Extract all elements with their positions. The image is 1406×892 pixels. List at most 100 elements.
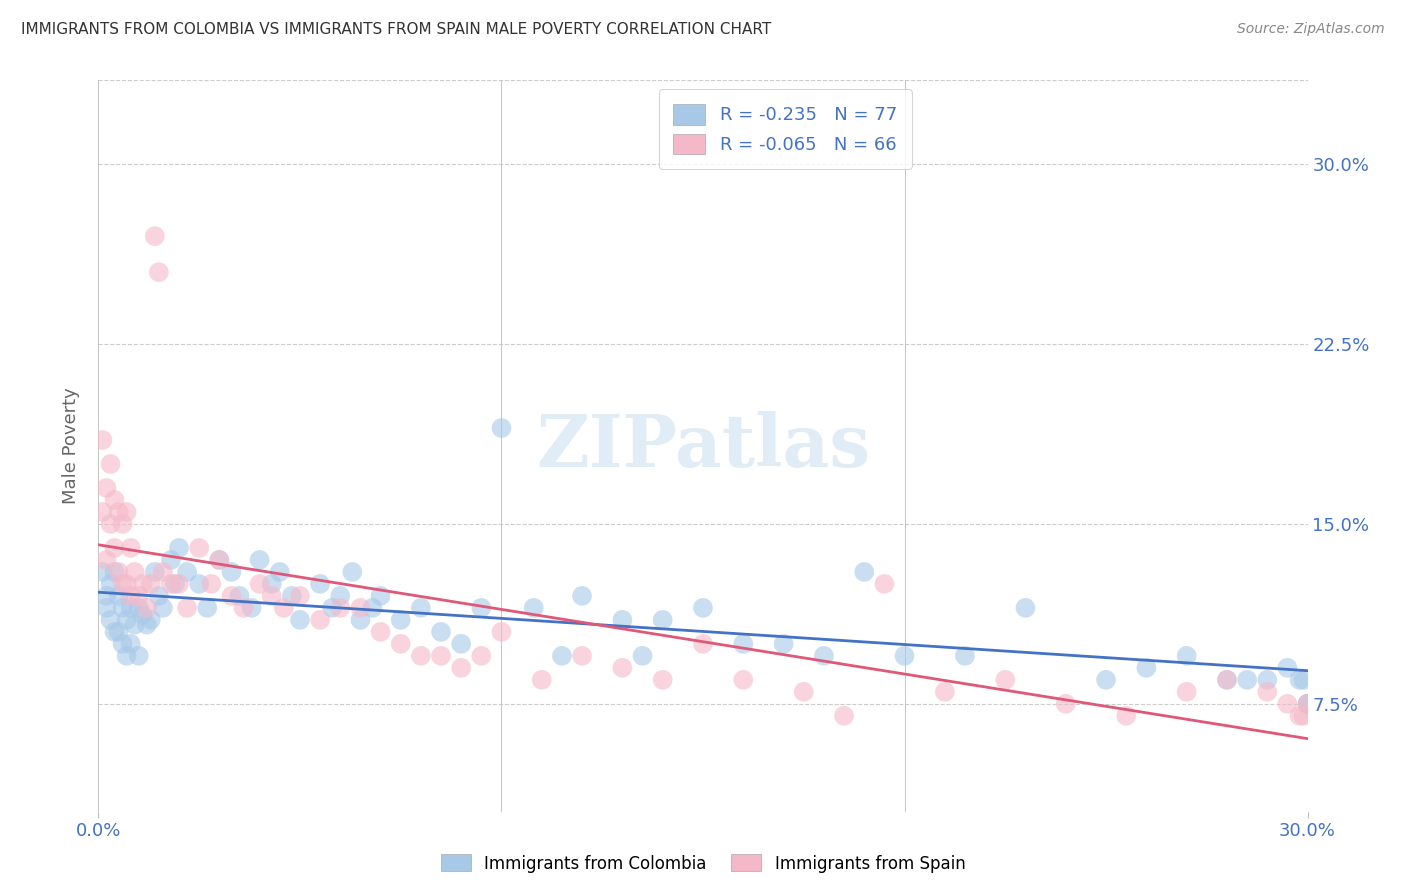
Point [160,553,183,567]
Point [107,565,129,579]
Point [450,637,472,651]
Point [249,577,271,591]
Point [188,577,211,591]
Point [269,565,291,579]
Point [523,600,546,615]
Point [612,661,634,675]
Point [128,648,150,663]
Point [288,613,311,627]
Point [139,577,162,591]
Point [1292,708,1315,723]
Point [342,565,364,579]
Point [772,637,794,651]
Point [163,577,186,591]
Point [195,600,218,615]
Point [329,589,352,603]
Text: Source: ZipAtlas.com: Source: ZipAtlas.com [1237,22,1385,37]
Point [221,589,243,603]
Point [115,613,138,627]
Point [115,505,138,519]
Point [96,481,118,495]
Point [96,553,118,567]
Point [160,577,183,591]
Point [176,565,198,579]
Point [1216,673,1239,687]
Point [349,613,371,627]
Point [143,229,166,244]
Point [389,637,412,651]
Point [571,648,593,663]
Point [260,577,283,591]
Point [232,600,254,615]
Point [221,565,243,579]
Point [934,685,956,699]
Point [832,708,855,723]
Point [1236,673,1258,687]
Point [120,637,142,651]
Point [111,516,134,531]
Point [470,648,492,663]
Point [651,673,673,687]
Point [111,637,134,651]
Point [1296,697,1319,711]
Point [100,577,122,591]
Point [249,553,271,567]
Point [813,648,835,663]
Point [103,565,125,579]
Point [893,648,915,663]
Point [1256,673,1278,687]
Point [551,648,574,663]
Point [100,457,122,471]
Point [953,648,976,663]
Point [135,617,157,632]
Point [111,577,134,591]
Point [651,613,673,627]
Point [733,637,755,651]
Point [91,433,114,447]
Point [167,541,190,555]
Point [491,624,513,639]
Point [91,505,114,519]
Point [200,577,222,591]
Point [873,577,896,591]
Point [1296,697,1319,711]
Point [152,600,174,615]
Point [450,661,472,675]
Point [793,685,815,699]
Point [1175,685,1198,699]
Point [692,600,714,615]
Point [288,589,311,603]
Y-axis label: Male Poverty: Male Poverty [62,388,80,504]
Point [103,492,125,507]
Point [132,608,155,623]
Point [349,600,371,615]
Point [115,577,138,591]
Point [853,565,876,579]
Point [100,516,122,531]
Point [103,624,125,639]
Point [120,589,142,603]
Point [409,648,432,663]
Point [491,421,513,435]
Point [1054,697,1077,711]
Point [1115,708,1137,723]
Point [430,624,453,639]
Point [115,648,138,663]
Point [148,265,170,279]
Point [100,613,122,627]
Point [188,541,211,555]
Point [370,624,392,639]
Point [135,600,157,615]
Point [152,565,174,579]
Point [409,600,432,615]
Point [273,600,295,615]
Point [128,600,150,615]
Point [228,589,250,603]
Point [571,589,593,603]
Point [107,624,129,639]
Point [107,505,129,519]
Point [132,577,155,591]
Point [96,600,118,615]
Point [1277,697,1299,711]
Point [240,600,263,615]
